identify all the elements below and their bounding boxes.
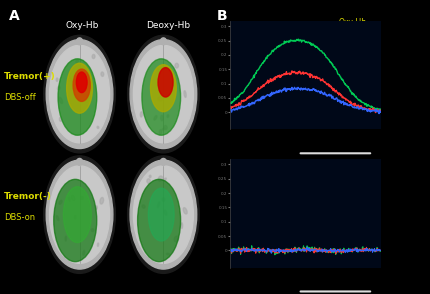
- Ellipse shape: [160, 158, 166, 165]
- Ellipse shape: [69, 77, 73, 81]
- Ellipse shape: [76, 72, 87, 93]
- Ellipse shape: [133, 45, 194, 143]
- Ellipse shape: [97, 126, 99, 128]
- Text: Oxy-Hb: Oxy-Hb: [65, 21, 98, 30]
- Ellipse shape: [59, 200, 62, 204]
- Ellipse shape: [49, 166, 110, 263]
- Ellipse shape: [157, 68, 160, 73]
- Text: Tremor(+): Tremor(+): [4, 72, 56, 81]
- Ellipse shape: [49, 45, 110, 143]
- Ellipse shape: [46, 40, 113, 148]
- Ellipse shape: [174, 236, 179, 242]
- Ellipse shape: [140, 112, 142, 117]
- Text: Deoxy-Hb: Deoxy-Hb: [338, 54, 375, 63]
- Ellipse shape: [157, 202, 160, 208]
- Ellipse shape: [164, 126, 167, 130]
- Ellipse shape: [58, 59, 97, 135]
- Ellipse shape: [164, 210, 167, 215]
- Ellipse shape: [75, 75, 77, 78]
- Ellipse shape: [77, 158, 83, 165]
- Ellipse shape: [162, 198, 165, 201]
- Ellipse shape: [138, 179, 181, 262]
- Ellipse shape: [150, 65, 176, 112]
- Ellipse shape: [59, 117, 61, 121]
- Ellipse shape: [67, 63, 92, 113]
- Ellipse shape: [142, 205, 145, 208]
- Ellipse shape: [83, 250, 85, 255]
- Text: Oxy-Hb: Oxy-Hb: [338, 18, 366, 27]
- Text: Total-Hb: Total-Hb: [338, 90, 370, 99]
- Ellipse shape: [163, 178, 166, 181]
- Ellipse shape: [44, 35, 115, 153]
- Ellipse shape: [167, 115, 169, 118]
- Ellipse shape: [149, 175, 151, 178]
- Ellipse shape: [74, 77, 77, 82]
- Ellipse shape: [100, 198, 104, 204]
- Ellipse shape: [101, 72, 104, 76]
- Ellipse shape: [54, 179, 97, 262]
- Ellipse shape: [168, 90, 170, 93]
- Ellipse shape: [74, 215, 76, 219]
- Ellipse shape: [86, 99, 89, 102]
- Ellipse shape: [56, 216, 59, 220]
- Ellipse shape: [148, 188, 174, 241]
- Ellipse shape: [181, 223, 183, 228]
- Ellipse shape: [92, 54, 95, 59]
- Ellipse shape: [142, 59, 181, 135]
- Ellipse shape: [59, 97, 63, 103]
- Ellipse shape: [95, 206, 97, 210]
- Ellipse shape: [162, 128, 165, 130]
- Ellipse shape: [80, 196, 83, 200]
- Ellipse shape: [154, 116, 157, 120]
- Ellipse shape: [130, 160, 197, 269]
- Ellipse shape: [147, 179, 150, 183]
- Ellipse shape: [183, 208, 187, 214]
- Ellipse shape: [161, 115, 163, 121]
- Ellipse shape: [91, 229, 94, 232]
- Text: 10 sec: 10 sec: [348, 164, 369, 169]
- Ellipse shape: [56, 78, 58, 81]
- Ellipse shape: [77, 38, 83, 45]
- Ellipse shape: [128, 35, 199, 153]
- Ellipse shape: [128, 156, 199, 273]
- Ellipse shape: [130, 40, 197, 148]
- Text: Deoxy-Hb: Deoxy-Hb: [146, 21, 190, 30]
- Ellipse shape: [159, 130, 162, 135]
- Ellipse shape: [58, 86, 60, 90]
- Ellipse shape: [158, 97, 162, 101]
- Ellipse shape: [69, 197, 70, 201]
- Ellipse shape: [158, 68, 173, 97]
- Ellipse shape: [166, 253, 169, 255]
- Ellipse shape: [76, 60, 78, 63]
- Ellipse shape: [184, 91, 186, 97]
- Text: DBS-off: DBS-off: [4, 93, 36, 102]
- Ellipse shape: [65, 236, 67, 241]
- Text: DBS-on: DBS-on: [4, 213, 35, 223]
- Ellipse shape: [46, 160, 113, 269]
- Text: Tremor(-): Tremor(-): [4, 193, 52, 201]
- Ellipse shape: [44, 156, 115, 273]
- Ellipse shape: [73, 69, 90, 101]
- Ellipse shape: [158, 176, 163, 181]
- Ellipse shape: [71, 195, 75, 201]
- Text: B: B: [217, 9, 228, 23]
- Text: A: A: [9, 9, 19, 23]
- Ellipse shape: [63, 187, 91, 243]
- Ellipse shape: [175, 63, 178, 68]
- Ellipse shape: [160, 38, 166, 45]
- Ellipse shape: [133, 166, 194, 263]
